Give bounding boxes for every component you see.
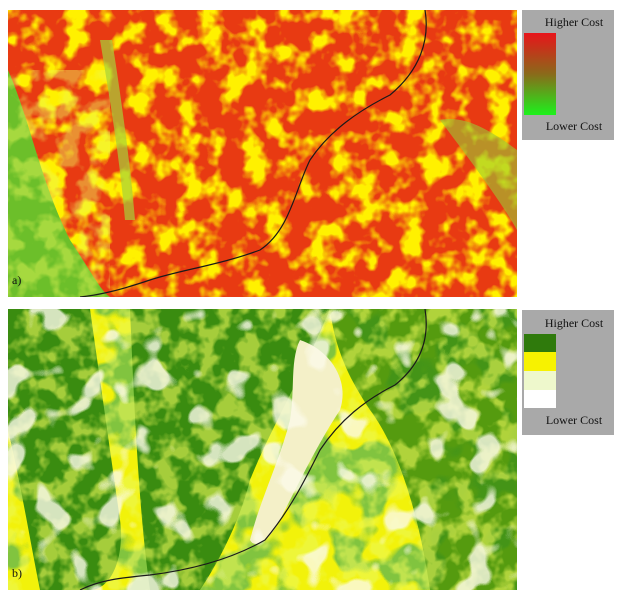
legend-top: Higher Cost xyxy=(545,15,604,29)
legend-top: Higher Cost xyxy=(545,316,604,330)
panel-label: b) xyxy=(12,566,22,580)
figure: a) Higher Cost Lower Cost b) Higher Cost… xyxy=(0,0,617,590)
legend-bottom: Lower Cost xyxy=(546,119,603,133)
legend-b: Higher Cost Lower Cost xyxy=(522,310,614,435)
legend-a: Higher Cost Lower Cost xyxy=(522,10,614,140)
cost-map-b xyxy=(8,309,517,590)
panel-label: a) xyxy=(12,273,21,287)
legend-bottom: Lower Cost xyxy=(546,413,603,427)
cost-map-a xyxy=(8,10,517,297)
